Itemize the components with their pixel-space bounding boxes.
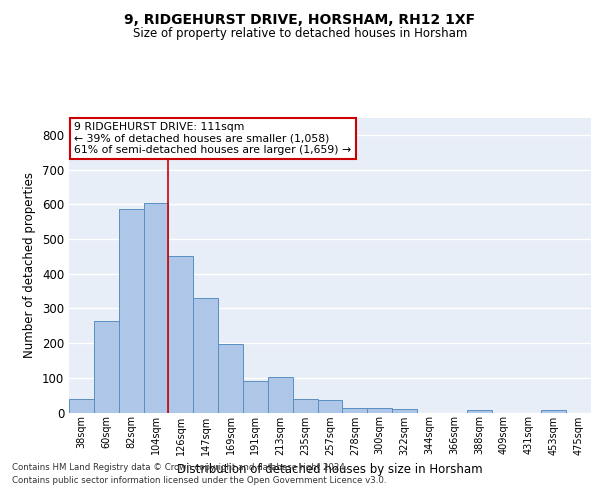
Bar: [268, 377, 293, 412]
Bar: [343, 408, 367, 412]
Bar: [143, 203, 169, 412]
Text: 9, RIDGEHURST DRIVE, HORSHAM, RH12 1XF: 9, RIDGEHURST DRIVE, HORSHAM, RH12 1XF: [124, 12, 476, 26]
Text: 9 RIDGEHURST DRIVE: 111sqm
← 39% of detached houses are smaller (1,058)
61% of s: 9 RIDGEHURST DRIVE: 111sqm ← 39% of deta…: [74, 122, 352, 155]
Bar: [218, 344, 243, 412]
Bar: [169, 256, 193, 412]
Y-axis label: Number of detached properties: Number of detached properties: [23, 172, 37, 358]
Bar: [392, 409, 417, 412]
Text: Contains HM Land Registry data © Crown copyright and database right 2024.: Contains HM Land Registry data © Crown c…: [12, 464, 347, 472]
Bar: [293, 400, 317, 412]
Bar: [243, 382, 268, 412]
Text: Contains public sector information licensed under the Open Government Licence v3: Contains public sector information licen…: [12, 476, 386, 485]
Bar: [467, 410, 491, 412]
Text: Size of property relative to detached houses in Horsham: Size of property relative to detached ho…: [133, 28, 467, 40]
Bar: [69, 400, 94, 412]
Bar: [541, 410, 566, 412]
X-axis label: Distribution of detached houses by size in Horsham: Distribution of detached houses by size …: [177, 463, 483, 476]
Bar: [193, 298, 218, 412]
Bar: [119, 210, 143, 412]
Bar: [367, 408, 392, 412]
Bar: [94, 320, 119, 412]
Bar: [317, 400, 343, 412]
